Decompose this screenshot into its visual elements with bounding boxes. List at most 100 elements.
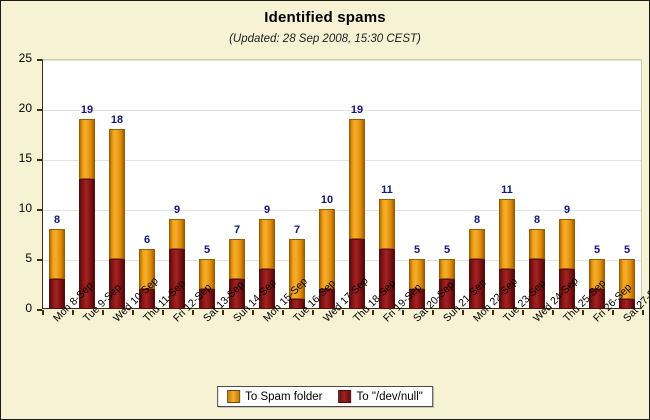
legend-swatch-orange-icon	[227, 390, 241, 403]
bar-segment-spam-folder[interactable]	[439, 259, 455, 279]
bar-segment-spam-folder[interactable]	[169, 219, 185, 249]
bar-segment-dev-null[interactable]	[379, 249, 395, 309]
x-tick-mark	[102, 310, 104, 315]
bar-segment-dev-null[interactable]	[109, 259, 125, 309]
x-tick-mark	[582, 310, 584, 315]
x-tick-mark	[402, 310, 404, 315]
bar-segment-spam-folder[interactable]	[529, 229, 545, 259]
bar-segment-spam-folder[interactable]	[139, 249, 155, 289]
bar-segment-spam-folder[interactable]	[289, 239, 305, 299]
bar-value-label: 6	[143, 234, 151, 246]
x-tick-mark	[282, 310, 284, 315]
x-tick-mark	[162, 310, 164, 315]
bar-value-label: 7	[293, 224, 301, 236]
y-tick-label: 25	[18, 51, 32, 65]
x-tick-mark	[222, 310, 224, 315]
bar-segment-dev-null[interactable]	[349, 239, 365, 309]
bar-value-label: 9	[563, 204, 571, 216]
gridline	[43, 60, 641, 61]
bar-segment-spam-folder[interactable]	[499, 199, 515, 269]
chart-title: Identified spams	[264, 9, 386, 26]
bar-segment-dev-null[interactable]	[559, 269, 575, 309]
x-tick-mark	[72, 310, 74, 315]
legend-item[interactable]: To "/dev/null"	[338, 390, 423, 403]
bar-value-label: 9	[173, 204, 181, 216]
x-tick-mark	[642, 310, 644, 315]
bars-layer: 8 19 18 6 9 5 7 9 7 10 19 11 5 5 8 11 8 9 5 5	[42, 59, 642, 309]
chart-legend: To Spam folder To "/dev/null"	[217, 386, 433, 407]
gridline	[43, 260, 641, 261]
bar-segment-dev-null[interactable]	[49, 279, 65, 309]
chart-subtitle: (Updated: 28 Sep 2008, 15:30 CEST)	[229, 33, 421, 45]
bar-segment-spam-folder[interactable]	[589, 259, 605, 289]
bar-value-label: 7	[233, 224, 241, 236]
bar-segment-spam-folder[interactable]	[619, 259, 635, 299]
bar-value-label: 11	[501, 184, 513, 196]
bar-value-label: 5	[593, 244, 601, 256]
x-tick-mark	[612, 310, 614, 315]
bar-segment-dev-null[interactable]	[319, 289, 335, 309]
bar-segment-dev-null[interactable]	[619, 299, 635, 309]
bar-segment-dev-null[interactable]	[439, 279, 455, 309]
bar-segment-dev-null[interactable]	[499, 269, 515, 309]
legend-swatch-darkred-icon	[338, 390, 352, 403]
x-tick-mark	[462, 310, 464, 315]
bar-segment-dev-null[interactable]	[259, 269, 275, 309]
bar-value-label: 8	[473, 214, 481, 226]
x-tick-mark	[42, 310, 44, 315]
bar-segment-spam-folder[interactable]	[199, 259, 215, 289]
y-tick-mark	[37, 159, 42, 161]
bar-segment-spam-folder[interactable]	[259, 219, 275, 269]
x-tick-mark	[192, 310, 194, 315]
x-tick-mark	[312, 310, 314, 315]
bar-segment-spam-folder[interactable]	[109, 129, 125, 259]
bar-segment-dev-null[interactable]	[79, 179, 95, 309]
bar-segment-spam-folder[interactable]	[319, 209, 335, 289]
y-tick-mark	[37, 309, 42, 311]
bar-segment-dev-null[interactable]	[229, 279, 245, 309]
gridline	[43, 210, 641, 211]
gridline	[43, 160, 641, 161]
bar-value-label: 5	[413, 244, 421, 256]
bar-segment-dev-null[interactable]	[199, 289, 215, 309]
gridline	[43, 110, 641, 111]
x-tick-mark	[552, 310, 554, 315]
y-tick-label: 20	[18, 101, 32, 115]
bar-segment-dev-null[interactable]	[409, 289, 425, 309]
bar-value-label: 10	[320, 194, 334, 206]
bar-value-label: 8	[533, 214, 541, 226]
bar-segment-spam-folder[interactable]	[409, 259, 425, 289]
bar-segment-spam-folder[interactable]	[229, 239, 245, 279]
bar-segment-dev-null[interactable]	[469, 259, 485, 309]
bar-value-label: 19	[350, 104, 364, 116]
bar-value-label: 9	[263, 204, 271, 216]
legend-item[interactable]: To Spam folder	[227, 390, 323, 403]
bar-value-label: 5	[443, 244, 451, 256]
bar-value-label: 5	[203, 244, 211, 256]
legend-label: To "/dev/null"	[356, 390, 423, 403]
x-tick-mark	[492, 310, 494, 315]
bar-segment-spam-folder[interactable]	[349, 119, 365, 239]
bar-segment-dev-null[interactable]	[169, 249, 185, 309]
bar-segment-dev-null[interactable]	[139, 289, 155, 309]
bar-segment-spam-folder[interactable]	[469, 229, 485, 259]
bar-value-label: 11	[381, 184, 393, 196]
bar-segment-dev-null[interactable]	[529, 259, 545, 309]
bar-segment-spam-folder[interactable]	[49, 229, 65, 279]
bar-segment-dev-null[interactable]	[589, 289, 605, 309]
bar-segment-spam-folder[interactable]	[379, 199, 395, 249]
x-tick-mark	[342, 310, 344, 315]
x-tick-mark	[432, 310, 434, 315]
x-tick-mark	[372, 310, 374, 315]
bar-segment-dev-null[interactable]	[289, 299, 305, 309]
y-tick-mark	[37, 259, 42, 261]
bar-segment-spam-folder[interactable]	[559, 219, 575, 269]
bar-value-label: 19	[80, 104, 94, 116]
bar-value-label: 5	[623, 244, 631, 256]
y-tick-label: 15	[18, 151, 32, 165]
legend-label: To Spam folder	[245, 390, 323, 403]
y-tick-label: 0	[25, 301, 32, 315]
x-tick-mark	[252, 310, 254, 315]
bar-segment-spam-folder[interactable]	[79, 119, 95, 179]
y-tick-mark	[37, 59, 42, 61]
